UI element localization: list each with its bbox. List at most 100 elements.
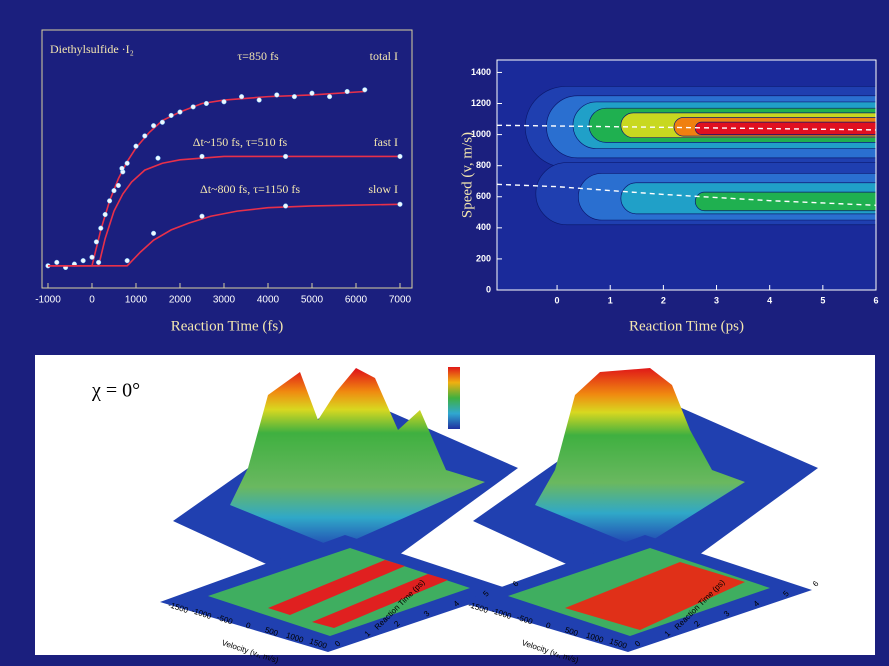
color-bar	[448, 367, 460, 429]
x-tick-label: 4000	[257, 295, 280, 306]
data-point	[274, 92, 280, 98]
data-point	[142, 133, 148, 139]
data-point	[283, 203, 289, 209]
data-point	[283, 153, 289, 159]
x-axis-label: Reaction Time (ps)	[629, 318, 744, 334]
data-point	[151, 123, 157, 129]
y-tick-label: 2	[692, 619, 702, 629]
data-point	[362, 87, 368, 93]
data-point	[239, 94, 245, 100]
x-tick-label: 0	[245, 621, 253, 631]
data-point	[119, 165, 125, 171]
fit-line	[47, 155, 400, 267]
surface-panel	[35, 355, 875, 655]
x-tick-label: 2000	[169, 295, 192, 306]
y-axis-label: Speed (v, m/s)	[459, 132, 475, 218]
panel-title: χ = 0°	[91, 380, 140, 402]
y-tick-label: 0	[633, 639, 643, 649]
plot-frame	[41, 29, 413, 289]
y-tick-label: 1200	[471, 98, 491, 108]
y-tick-label: 3	[722, 609, 732, 619]
data-point	[155, 155, 161, 161]
data-point	[102, 211, 108, 218]
surface	[230, 368, 485, 548]
data-point	[93, 239, 99, 245]
data-point	[397, 201, 403, 207]
x-tick-label: 6000	[345, 295, 368, 306]
y-tick-label: 600	[476, 191, 491, 201]
data-point	[89, 254, 95, 260]
data-point	[291, 94, 297, 100]
guide-line	[497, 124, 876, 131]
data-point	[199, 153, 205, 159]
contour-band	[694, 191, 876, 212]
contour-area	[497, 86, 876, 226]
data-point	[80, 258, 86, 264]
y-tick-label: 3	[422, 609, 432, 619]
chart-title: Diethylsulfide ·I₂	[50, 42, 134, 56]
series-label: Δt~800 fs, τ=1150 fs	[200, 182, 300, 196]
series-name: total I	[370, 49, 398, 63]
y-tick-label: 2	[392, 619, 402, 629]
guide-line	[497, 183, 876, 207]
data-point	[256, 97, 262, 103]
x-tick-label: 6	[873, 295, 878, 305]
data-point	[115, 182, 121, 189]
x-tick-label: 0	[89, 295, 95, 306]
surface-contour	[312, 574, 448, 628]
x-tick-label: 2	[661, 295, 666, 305]
y-tick-label: 1	[663, 629, 673, 639]
y-tick-label: 1000	[471, 129, 491, 139]
y-tick-label: 6	[811, 579, 821, 589]
y-tick-label: 6	[511, 579, 521, 589]
x-tick-label: 500	[564, 625, 580, 638]
x-tick-label: 5000	[301, 295, 324, 306]
y-tick-label: 1400	[471, 67, 491, 77]
data-point	[221, 99, 227, 105]
fit-line	[47, 203, 401, 267]
y-tick-label: 200	[476, 253, 491, 263]
surface	[535, 368, 745, 548]
y-tick-label: 4	[452, 599, 462, 609]
series-name: fast I	[374, 135, 398, 149]
x-tick-label: -1000	[35, 295, 61, 306]
data-point	[397, 153, 403, 159]
surface-contour	[268, 560, 405, 615]
data-point	[133, 143, 139, 149]
x-tick-label: 0	[545, 621, 553, 631]
x-tick-label: 0	[555, 295, 560, 305]
surface-contour	[565, 562, 745, 630]
data-point	[190, 104, 196, 110]
x-tick-label: 4	[767, 295, 772, 305]
x-tick-label: 1	[608, 295, 613, 305]
x-tick-label: 500	[264, 625, 280, 638]
x-axis-label: Reaction Time (fs)	[171, 318, 284, 334]
x-tick-label: 3000	[213, 295, 236, 306]
y-tick-label: 1	[363, 629, 373, 639]
data-point	[54, 259, 60, 265]
data-point	[159, 119, 165, 125]
data-point	[199, 213, 205, 219]
data-point	[98, 225, 104, 231]
x-tick-label: 5	[820, 295, 825, 305]
y-tick-label: 0	[333, 639, 343, 649]
data-point	[203, 100, 209, 107]
y-tick-label: 0	[486, 284, 491, 294]
plot-frame	[496, 59, 877, 291]
series-name: slow I	[368, 182, 398, 196]
series-label: τ=850 fs	[237, 49, 279, 63]
y-tick-label: 4	[752, 599, 762, 609]
y-tick-label: 400	[476, 222, 491, 232]
y-tick-label: 800	[476, 160, 491, 170]
x-tick-label: 7000	[389, 295, 412, 306]
data-point	[111, 188, 117, 194]
data-point	[344, 88, 350, 95]
x-tick-label: 3	[714, 295, 719, 305]
data-point	[124, 258, 130, 264]
fit-line	[47, 90, 365, 267]
x-tick-label: 1000	[125, 295, 148, 306]
y-tick-label: 5	[781, 589, 791, 599]
data-point	[151, 230, 157, 236]
